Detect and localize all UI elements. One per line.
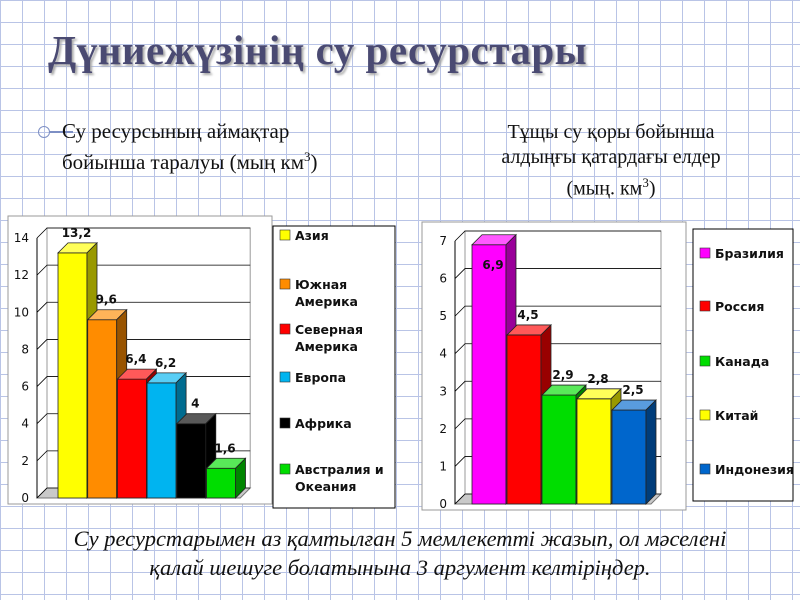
bar-front: [146, 382, 177, 499]
bar-front: [506, 334, 542, 505]
y-tick-label: 2: [439, 422, 447, 436]
right-chart-caption: Тұщы су қоры бойынша алдыңғы қатардағы е…: [446, 120, 776, 202]
legend-swatch: [699, 355, 711, 367]
gridline: [36, 227, 251, 239]
y-tick-label: 4: [439, 347, 447, 361]
bar-6: [205, 457, 247, 499]
y-tick-label: 5: [439, 309, 447, 323]
y-tick-label: 4: [21, 417, 29, 431]
gridline: [36, 301, 251, 313]
y-tick-label: 14: [14, 231, 29, 245]
left-chart-caption: Су ресурсының аймақтар бойынша таралуы (…: [62, 118, 317, 175]
data-label: 13,2: [62, 226, 92, 240]
legend-label: Северная: [295, 322, 363, 337]
y-tick-label: 2: [21, 454, 29, 468]
y-tick-label: 3: [439, 384, 447, 398]
bar-1: [471, 233, 517, 505]
right-caption-line1: Тұщы су қоры бойынша: [507, 121, 715, 143]
legend-label: Африка: [295, 416, 352, 431]
y-tick-label: 0: [21, 491, 29, 505]
data-label: 9,6: [96, 293, 117, 307]
chart-2: 0 1 2 3 4 5 6 7 6,9 4,5 2,9 2,8 2,5 Бразилия Россия Кан…: [421, 221, 794, 511]
chart-1: 0 2 4 6 8 10 12 14 13,2 9,6 6,4 6,2 4 1,6 Азия Южная Аме…: [7, 215, 396, 509]
data-label: 6,2: [155, 356, 176, 370]
legend-swatch: [279, 463, 291, 475]
right-caption-line2: алдыңғы қатардағы елдер: [501, 146, 721, 168]
bar-front: [471, 244, 507, 505]
right-caption-line3: (мың. км3): [566, 175, 656, 200]
legend-swatch: [699, 300, 711, 312]
legend-swatch: [279, 417, 291, 429]
legend-label: Россия: [715, 299, 764, 314]
bar-side: [235, 457, 246, 499]
data-label: 2,9: [552, 368, 573, 382]
left-caption-line1: Су ресурсының аймақтар: [62, 119, 290, 143]
legend-label: Океания: [295, 479, 356, 494]
legend-label: Азия: [295, 228, 329, 243]
data-label: 2,8: [587, 372, 608, 386]
gridline: [454, 230, 661, 242]
gridline: [454, 380, 661, 392]
bar-front: [206, 467, 236, 499]
data-label: 6,9: [482, 258, 503, 272]
bar-front: [611, 409, 647, 505]
y-tick-label: 8: [21, 342, 29, 356]
gridline: [454, 268, 661, 279]
legend-swatch: [279, 278, 291, 290]
legend-label: Европа: [295, 370, 346, 385]
legend-label: Южная: [295, 277, 347, 292]
legend-label: Америка: [295, 294, 358, 309]
legend-label: Китай: [715, 408, 758, 423]
bar-front: [176, 423, 207, 499]
y-tick-label: 6: [439, 272, 447, 286]
y-tick-label: 12: [14, 268, 29, 282]
legend-label: Австралия и: [295, 462, 384, 477]
gridline: [36, 264, 251, 276]
y-tick-label: 1: [439, 459, 447, 473]
legend-label: Индонезия: [715, 462, 794, 477]
legend-swatch: [279, 323, 291, 335]
bar-5: [611, 399, 657, 505]
legend-box: [272, 225, 396, 509]
left-caption-line2: бойынша таралуы (мың км3): [62, 149, 318, 174]
legend-swatch: [699, 409, 711, 421]
data-label: 4,5: [517, 308, 538, 322]
data-label: 1,6: [214, 441, 235, 455]
bar-front: [57, 252, 88, 499]
legend-label: Америка: [295, 339, 358, 354]
bar-front: [541, 394, 577, 505]
legend-label: Бразилия: [715, 246, 784, 261]
data-label: 6,4: [125, 352, 146, 366]
legend-swatch: [279, 229, 291, 241]
gridline: [454, 343, 661, 354]
legend-swatch: [699, 463, 711, 475]
data-label: 4: [191, 397, 199, 411]
data-label: 2,5: [622, 383, 643, 397]
y-tick-label: 6: [21, 380, 29, 394]
slide-title: Дүниежүзінің су ресурстары: [48, 27, 588, 73]
gridline: [36, 339, 251, 350]
y-tick-label: 7: [439, 234, 447, 248]
bar-front: [117, 378, 147, 499]
bullet-icon: [38, 126, 73, 138]
footer-line2: қалай шешуге болатынына 3 аргумент келті…: [149, 555, 651, 580]
y-tick-label: 0: [439, 497, 447, 511]
y-tick-label: 10: [14, 305, 29, 319]
task-footer: Су ресурстарымен аз қамтылған 5 мемлекет…: [0, 524, 800, 582]
gridline: [454, 305, 661, 317]
bar-front: [87, 319, 118, 499]
legend-swatch: [699, 247, 711, 259]
footer-line1: Су ресурстарымен аз қамтылған 5 мемлекет…: [73, 526, 727, 551]
legend-label: Канада: [715, 354, 769, 369]
legend-swatch: [279, 371, 291, 383]
bar-side: [645, 399, 657, 505]
bar-front: [576, 398, 612, 505]
